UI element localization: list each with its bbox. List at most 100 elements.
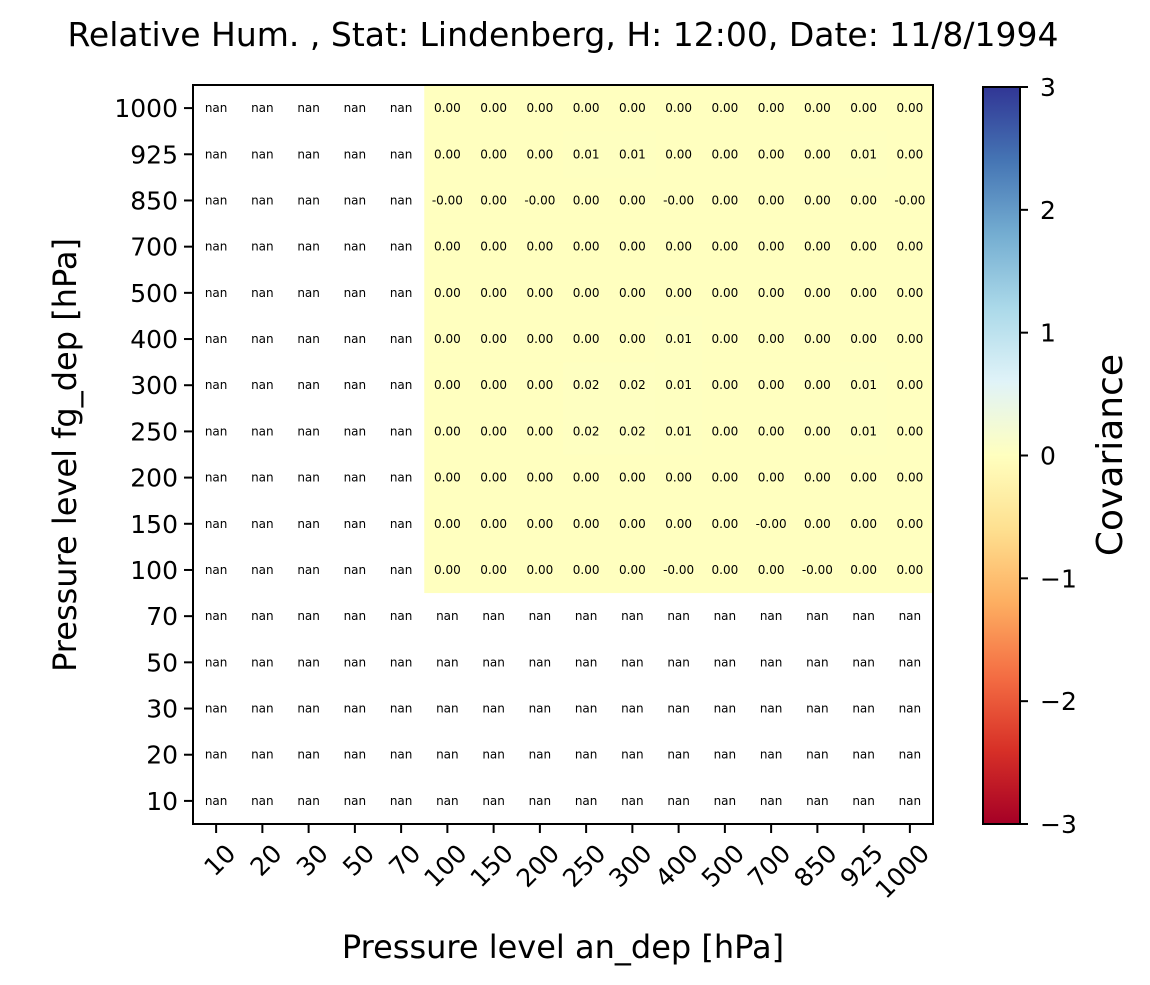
heatmap-cell	[563, 593, 610, 640]
heatmap-cell	[378, 639, 425, 687]
cell-value-label: nan	[390, 240, 413, 254]
heatmap-cell	[794, 639, 842, 687]
cell-value-label: nan	[344, 517, 367, 531]
heatmap-cell	[285, 546, 333, 594]
cell-value-label: 0.00	[712, 286, 739, 300]
heatmap-cell	[563, 546, 610, 594]
cell-value-label: 0.01	[665, 332, 692, 346]
cell-value-label: 0.00	[573, 517, 600, 531]
cell-value-label: nan	[297, 424, 320, 438]
cell-value-label: nan	[390, 424, 413, 438]
heatmap-cell	[701, 362, 749, 409]
heatmap-cell	[609, 315, 657, 363]
heatmap-cell	[748, 408, 795, 456]
heatmap-cell	[378, 177, 425, 225]
cell-value-label: 0.00	[897, 424, 924, 438]
colorbar-tick-label: 0	[1040, 442, 1056, 471]
cell-value-label: nan	[760, 794, 783, 808]
heatmap-cell	[609, 593, 657, 640]
heatmap-cell	[516, 269, 564, 317]
cell-value-label: nan	[667, 655, 690, 669]
cell-value-label: nan	[899, 655, 922, 669]
cell-value-label: 0.01	[573, 147, 600, 161]
heatmap-cell	[563, 315, 610, 363]
cell-value-label: 0.00	[434, 378, 461, 392]
heatmap-cell	[424, 546, 472, 594]
heatmap-cell	[193, 639, 240, 687]
heatmap-cell	[239, 131, 287, 178]
cell-value-label: -0.00	[894, 193, 925, 207]
heatmap-cell	[331, 454, 379, 502]
heatmap-cell	[748, 454, 795, 502]
cell-value-label: nan	[297, 240, 320, 254]
cell-value-label: 0.00	[665, 517, 692, 531]
heatmap-cell	[655, 408, 703, 456]
colorbar	[982, 86, 1021, 825]
cell-value-label: 0.02	[573, 378, 600, 392]
cell-value-label: 0.00	[804, 147, 831, 161]
cell-value-label: 0.00	[619, 286, 646, 300]
heatmap-cell	[193, 131, 240, 178]
heatmap-cell	[748, 593, 795, 640]
cell-value-label: nan	[297, 794, 320, 808]
cell-value-label: 0.00	[850, 193, 877, 207]
heatmap-cell	[470, 731, 518, 779]
x-tick-label: 500	[696, 839, 750, 893]
colorbar-tick-label: 1	[1040, 319, 1056, 348]
heatmap-cell	[193, 269, 240, 317]
heatmap-cell	[886, 362, 934, 409]
cell-value-label: nan	[205, 240, 228, 254]
heatmap-cell	[470, 362, 518, 409]
heatmap-cell	[563, 131, 610, 178]
heatmap-cell	[193, 546, 240, 594]
heatmap-cell	[655, 223, 703, 271]
heatmap-cell	[424, 731, 472, 779]
heatmap-cell	[285, 269, 333, 317]
heatmap-cell	[239, 454, 287, 502]
cell-value-label: 0.00	[480, 424, 507, 438]
heatmap-cell	[563, 777, 610, 825]
heatmap-cell	[563, 500, 610, 548]
cell-value-label: 0.00	[804, 424, 831, 438]
heatmap-cell	[701, 269, 749, 317]
cell-value-label: nan	[575, 702, 598, 716]
heatmap-cell	[470, 685, 518, 733]
cell-value-label: 0.00	[850, 517, 877, 531]
heatmap-cell	[193, 223, 240, 271]
heatmap-cell	[424, 362, 472, 409]
heatmap-cell	[886, 408, 934, 456]
y-tick-label: 30	[146, 695, 178, 724]
heatmap-cell	[840, 362, 888, 409]
cell-value-label: nan	[806, 702, 829, 716]
heatmap-cell	[563, 223, 610, 271]
cell-value-label: nan	[251, 609, 274, 623]
heatmap-cell	[239, 731, 287, 779]
heatmap-cell	[239, 269, 287, 317]
heatmap-cell	[563, 177, 610, 225]
heatmap-cell	[331, 500, 379, 548]
heatmap-cell	[378, 315, 425, 363]
cell-value-label: nan	[251, 378, 274, 392]
heatmap-cell	[470, 593, 518, 640]
colorbar-tick-label: 3	[1040, 73, 1056, 102]
heatmap-cell	[655, 315, 703, 363]
heatmap-cell	[609, 777, 657, 825]
heatmap-cell	[193, 362, 240, 409]
cell-value-label: 0.00	[665, 147, 692, 161]
heatmap-cell	[563, 85, 610, 132]
cell-value-label: 0.00	[758, 240, 785, 254]
cell-value-label: 0.01	[619, 147, 646, 161]
cell-value-label: nan	[529, 748, 552, 762]
heatmap-cell	[239, 685, 287, 733]
heatmap-cell	[609, 269, 657, 317]
cell-value-label: nan	[344, 101, 367, 115]
cell-value-label: nan	[667, 609, 690, 623]
heatmap-cell	[239, 315, 287, 363]
cell-value-label: 0.01	[665, 424, 692, 438]
cell-value-label: nan	[621, 702, 644, 716]
heatmap-cell	[285, 454, 333, 502]
colorbar-ticks: 3 2 1 0 −1 −2 −3	[1020, 73, 1077, 839]
heatmap-cell	[239, 177, 287, 225]
cell-value-label: nan	[344, 471, 367, 485]
heatmap-cell	[701, 546, 749, 594]
